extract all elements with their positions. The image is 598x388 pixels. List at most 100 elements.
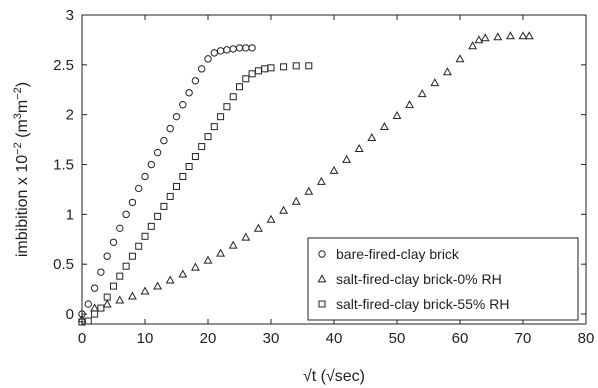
y-tick-label: 0.5 [53,256,74,273]
data-point-circle [160,136,168,145]
data-point-square [166,192,174,200]
data-point-square [185,163,193,171]
data-point-circle [229,45,237,53]
data-point-square [154,212,162,220]
data-point-circle [153,148,162,157]
data-point-square [248,70,256,78]
data-point-square [141,232,149,240]
data-point-square [173,182,180,190]
x-tick-label: 60 [452,330,469,347]
data-point-triangle [241,232,251,241]
data-point-square [242,75,250,83]
legend-label: salt-fired-clay brick-55% RH [336,296,509,312]
data-point-circle [235,44,244,52]
data-point-square [160,202,168,210]
y-axis-label-unit-exp1: 3 [12,113,24,119]
data-point-triangle [474,35,484,44]
data-point-square [97,304,105,312]
data-point-square [204,133,212,141]
data-point-square [292,62,300,70]
data-point-circle [84,300,93,308]
data-point-square [103,293,111,301]
data-point-circle [90,284,99,292]
data-point-circle [116,224,124,233]
data-point-square [261,65,269,73]
legend-items: bare-fired-clay brick salt-fired-clay bri… [317,246,509,312]
x-tick-label: 10 [137,330,154,347]
x-tick-label: 20 [200,330,217,347]
data-point-triangle [392,111,402,120]
y-axis-label: imbibition x 10−2 (m3m−2) [12,82,31,257]
data-point-square [210,123,218,131]
legend-marker-triangle [317,274,327,283]
data-point-circle [147,160,156,169]
x-axis-label: √t (√sec) [303,368,365,385]
data-point-triangle [518,31,528,40]
data-point-triangle [455,54,465,63]
data-point-triangle [266,214,276,223]
y-tick-label: 1.5 [53,157,74,174]
y-axis-label-unit-open: (m [14,119,31,142]
legend-box [307,237,579,321]
data-point-square [217,113,225,121]
data-point-circle [141,172,149,181]
data-point-circle [210,49,219,57]
y-tick-label: 3 [66,7,74,24]
data-point-triangle [354,143,364,152]
data-point-triangle [442,67,452,76]
data-point-circle [109,238,118,246]
data-point-square [122,262,130,270]
legend: bare-fired-clay brick salt-fired-clay bri… [307,237,579,321]
data-point-circle [198,65,206,73]
data-point-square [179,172,187,180]
data-point-triangle [203,255,213,264]
x-tick-label: 0 [78,330,86,347]
y-tick-label: 1 [66,206,74,223]
data-point-square [254,67,262,75]
legend-label: salt-fired-clay brick-0% RH [336,271,502,287]
data-point-circle [191,77,200,85]
data-point-circle [166,124,174,133]
data-point-triangle [316,176,326,185]
data-point-square [229,93,237,101]
data-point-circle [216,47,225,55]
data-point-square [128,252,136,260]
data-point-square [116,272,124,280]
data-point-triangle [90,303,100,312]
data-point-circle [223,46,231,54]
legend-marker-circle [318,250,326,258]
data-point-triangle [279,205,289,214]
data-point-circle [248,44,256,52]
y-axis-label-main: imbibition x 10 [14,155,31,257]
y-axis-label-unit-exp2: −2 [12,87,24,100]
x-tick-label: 40 [326,330,343,347]
data-point-square [135,242,143,250]
data-point-triangle [291,196,301,205]
legend-label: bare-fired-clay brick [336,246,460,262]
data-point-circle [103,252,111,260]
legend-marker-square [318,300,326,308]
x-tick-label: 50 [389,330,406,347]
x-tick-label: 70 [515,330,532,347]
data-point-triangle [253,223,263,232]
axis-ticks: 0 10 20 30 40 50 60 70 80 0 0.5 1 1.5 2 2.5 3 [53,7,594,347]
data-point-triangle [140,286,150,295]
data-point-square [267,64,275,72]
y-tick-label: 0 [66,306,74,323]
data-point-square [305,62,313,70]
data-point-triangle [228,240,238,249]
data-point-square [223,103,231,111]
data-point-triangle [480,33,490,42]
y-axis-label-exp: −2 [12,142,24,155]
data-point-square [191,153,199,161]
data-point-triangle [468,41,478,50]
data-marks [77,31,534,326]
data-point-triangle [524,31,534,40]
data-point-square [91,310,99,318]
data-point-triangle [405,100,415,109]
data-point-circle [179,101,187,109]
y-tick-label: 2 [66,107,74,124]
data-point-triangle [493,32,503,41]
data-point-circle [78,310,86,318]
